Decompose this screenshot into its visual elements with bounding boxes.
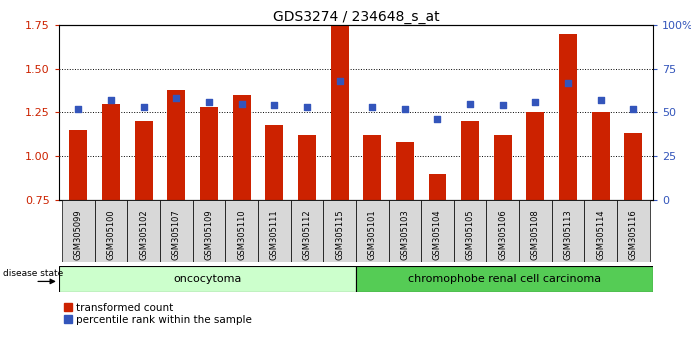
Bar <box>396 142 414 200</box>
FancyBboxPatch shape <box>127 200 160 262</box>
Bar <box>363 135 381 200</box>
Point <box>73 106 84 112</box>
Bar <box>135 121 153 200</box>
Bar <box>428 174 446 200</box>
Legend: transformed count, percentile rank within the sample: transformed count, percentile rank withi… <box>64 303 252 325</box>
Point <box>498 103 509 108</box>
Text: GSM305116: GSM305116 <box>629 209 638 260</box>
Bar <box>625 133 643 200</box>
Point <box>301 104 312 110</box>
Point <box>432 116 443 122</box>
Bar <box>298 135 316 200</box>
Point <box>138 104 149 110</box>
Bar <box>527 113 545 200</box>
Point <box>203 99 214 105</box>
Text: GSM305099: GSM305099 <box>74 209 83 260</box>
Title: GDS3274 / 234648_s_at: GDS3274 / 234648_s_at <box>272 10 439 24</box>
FancyBboxPatch shape <box>388 200 422 262</box>
FancyBboxPatch shape <box>486 200 519 262</box>
Point <box>269 103 280 108</box>
Text: GSM305106: GSM305106 <box>498 209 507 260</box>
FancyBboxPatch shape <box>617 200 650 262</box>
FancyBboxPatch shape <box>454 200 486 262</box>
Bar <box>461 121 479 200</box>
Point <box>595 97 606 103</box>
Bar <box>330 25 348 200</box>
FancyBboxPatch shape <box>585 200 617 262</box>
Bar <box>265 125 283 200</box>
FancyBboxPatch shape <box>193 200 225 262</box>
FancyBboxPatch shape <box>552 200 585 262</box>
Bar <box>233 95 251 200</box>
Point <box>562 80 574 85</box>
Point <box>236 101 247 107</box>
Bar <box>200 107 218 200</box>
Text: chromophobe renal cell carcinoma: chromophobe renal cell carcinoma <box>408 274 601 284</box>
Text: GSM305101: GSM305101 <box>368 209 377 260</box>
Text: GSM305111: GSM305111 <box>269 209 278 260</box>
Text: GSM305109: GSM305109 <box>205 209 214 260</box>
FancyBboxPatch shape <box>356 200 388 262</box>
Point <box>367 104 378 110</box>
FancyBboxPatch shape <box>323 200 356 262</box>
Point <box>399 106 410 112</box>
Bar <box>494 135 512 200</box>
Bar <box>167 90 185 200</box>
FancyBboxPatch shape <box>160 200 193 262</box>
Text: GSM305114: GSM305114 <box>596 209 605 260</box>
Point <box>530 99 541 105</box>
Point <box>334 78 345 84</box>
Text: disease state: disease state <box>3 269 63 278</box>
FancyBboxPatch shape <box>519 200 552 262</box>
Bar <box>69 130 87 200</box>
Text: GSM305107: GSM305107 <box>172 209 181 260</box>
Text: oncocytoma: oncocytoma <box>173 274 241 284</box>
Text: GSM305104: GSM305104 <box>433 209 442 260</box>
Text: GSM305108: GSM305108 <box>531 209 540 260</box>
Text: GSM305113: GSM305113 <box>564 209 573 260</box>
FancyBboxPatch shape <box>225 200 258 262</box>
Bar <box>102 104 120 200</box>
Text: GSM305115: GSM305115 <box>335 209 344 260</box>
FancyBboxPatch shape <box>95 200 127 262</box>
Bar <box>559 34 577 200</box>
Point <box>628 106 639 112</box>
Point <box>171 96 182 101</box>
Point <box>106 97 117 103</box>
FancyBboxPatch shape <box>290 200 323 262</box>
FancyBboxPatch shape <box>258 200 290 262</box>
Text: GSM305102: GSM305102 <box>139 209 148 260</box>
FancyBboxPatch shape <box>59 266 356 292</box>
FancyBboxPatch shape <box>422 200 454 262</box>
Text: GSM305110: GSM305110 <box>237 209 246 260</box>
FancyBboxPatch shape <box>356 266 653 292</box>
Point <box>464 101 475 107</box>
FancyBboxPatch shape <box>62 200 95 262</box>
Text: GSM305103: GSM305103 <box>400 209 409 260</box>
Text: GSM305105: GSM305105 <box>466 209 475 260</box>
Bar <box>591 113 609 200</box>
Text: GSM305100: GSM305100 <box>106 209 115 260</box>
Text: GSM305112: GSM305112 <box>303 209 312 260</box>
